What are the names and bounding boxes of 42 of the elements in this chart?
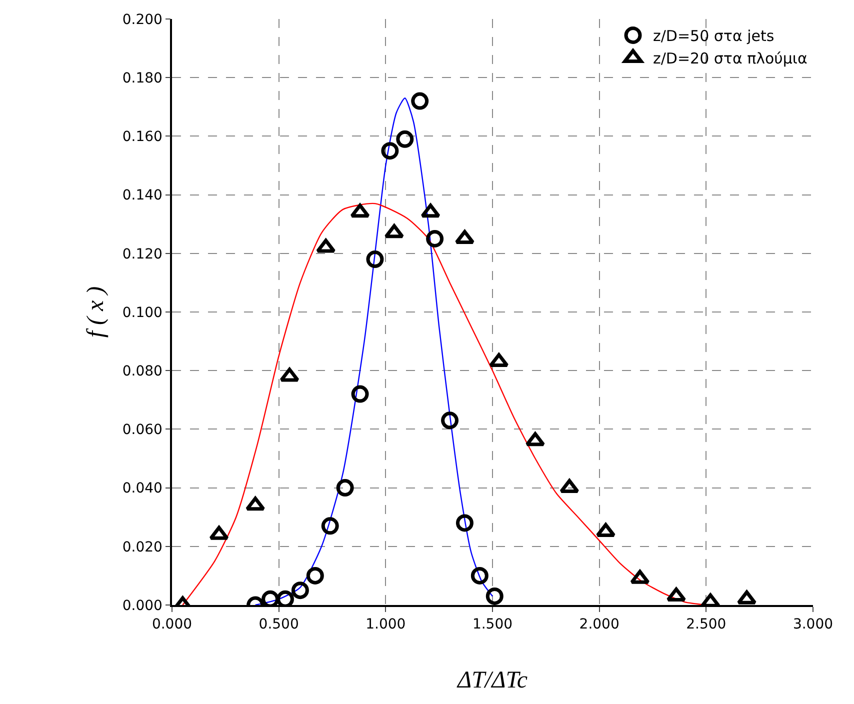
point (366, 250, 384, 268)
x-tick-label: 2.500 (686, 616, 726, 633)
point (316, 238, 336, 253)
point (411, 92, 429, 110)
x-tick-label: 1.500 (472, 616, 513, 633)
y-tick-label: 0.020 (122, 539, 162, 556)
point (630, 570, 650, 584)
y-tick-label: 0.120 (122, 246, 162, 262)
point (350, 204, 370, 218)
point (381, 142, 399, 160)
point (426, 230, 444, 248)
y-tick-label: 0.060 (122, 422, 162, 438)
point (441, 412, 459, 430)
point (560, 479, 580, 494)
y-tick-label: 0.080 (122, 364, 162, 380)
y-tick-label: 0.000 (122, 598, 162, 614)
point (489, 353, 509, 368)
y-tick-label: 0.160 (122, 129, 162, 146)
point (396, 130, 414, 148)
y-tick-label: 0.040 (122, 480, 162, 497)
point (351, 385, 369, 403)
x-tick-label: 1.000 (366, 616, 406, 633)
y-tick-label: 0.180 (122, 70, 162, 86)
point (246, 496, 266, 511)
point (666, 587, 686, 602)
legend-label: z/D=50 στα jets (653, 27, 774, 46)
point (736, 590, 757, 604)
y-axis-title: f ( x ) (82, 286, 109, 338)
x-tick-label: 0.000 (152, 616, 192, 633)
point (209, 526, 229, 540)
point (525, 432, 546, 446)
y-tick-label: 0.200 (122, 12, 162, 28)
point (420, 204, 440, 218)
x-tick-label: 2.000 (579, 616, 620, 633)
point (384, 224, 404, 238)
x-axis-title: ΔT/ΔTc (456, 668, 528, 694)
y-tick-label: 0.140 (122, 188, 162, 204)
y-tick-label: 0.100 (122, 304, 162, 321)
x-tick-label: 3.000 (792, 616, 834, 633)
legend-label: z/D=20 στα πλούμια (653, 50, 808, 68)
point (280, 368, 300, 382)
x-tick-label: 0.500 (258, 616, 299, 633)
